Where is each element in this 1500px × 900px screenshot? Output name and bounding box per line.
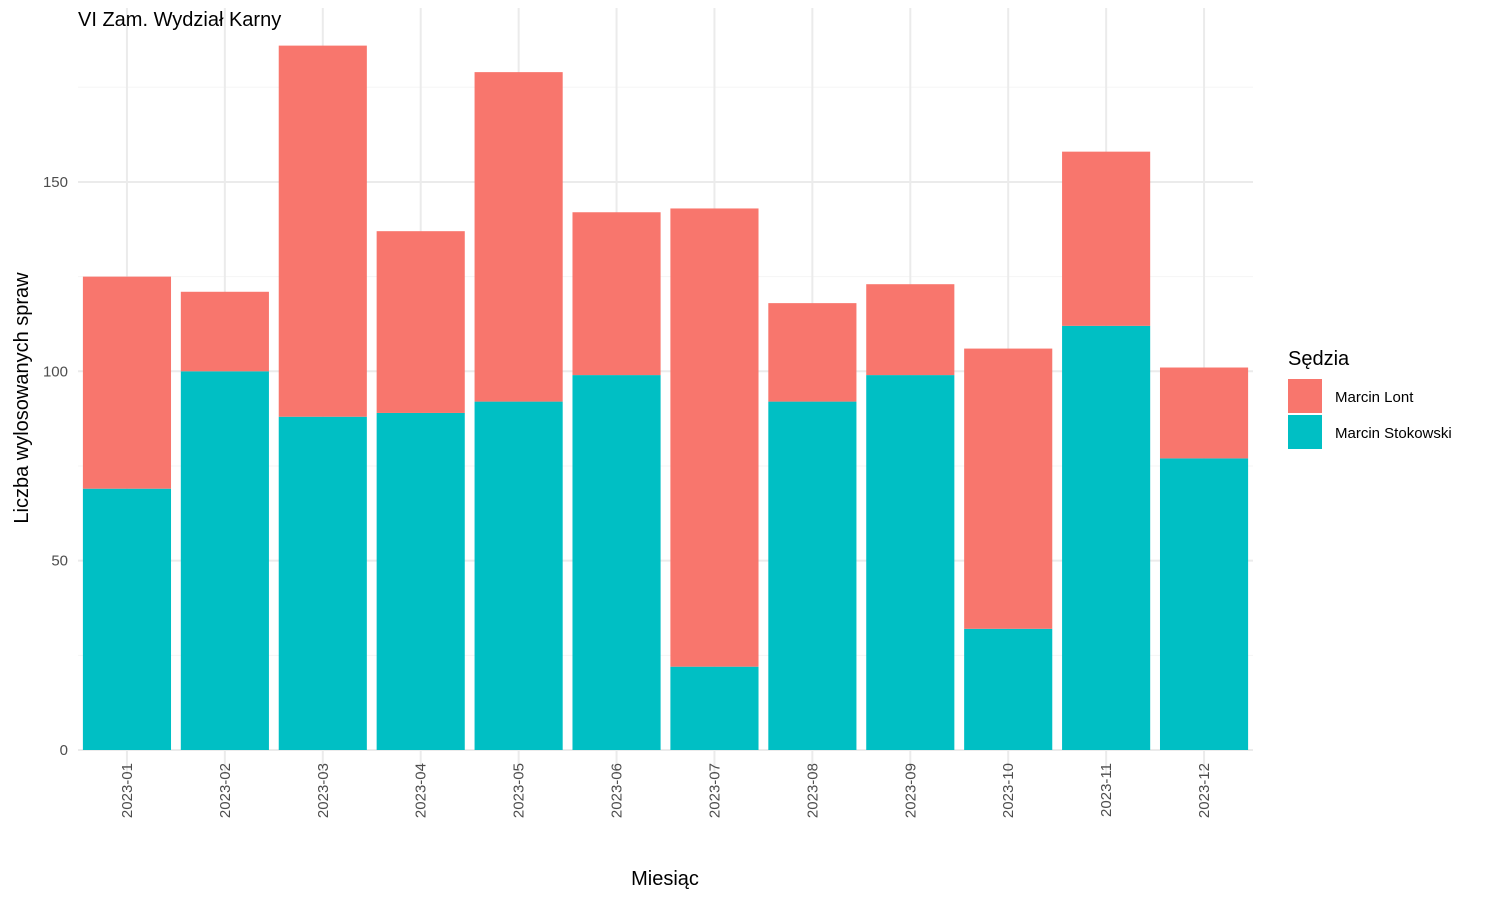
y-tick-label: 50 bbox=[51, 553, 68, 570]
bar-segment bbox=[964, 348, 1053, 629]
x-tick-label: 2023-12 bbox=[1196, 763, 1213, 818]
bar-segment bbox=[866, 375, 955, 750]
bar-segment bbox=[82, 276, 172, 489]
legend-label: Marcin Stokowski bbox=[1335, 425, 1452, 442]
legend-label: Marcin Lont bbox=[1335, 389, 1414, 406]
bar-segment bbox=[180, 291, 269, 372]
x-tick-label: 2023-10 bbox=[1000, 763, 1017, 818]
x-axis-ticks: 2023-01 2023-02 2023-03 2023-04 2023-05 2023-… bbox=[119, 763, 1213, 818]
bar-segment bbox=[1159, 367, 1249, 459]
bar-segment bbox=[768, 303, 857, 402]
bar-segment bbox=[278, 416, 367, 750]
x-tick-label: 2023-04 bbox=[413, 763, 430, 818]
y-tick-label: 0 bbox=[60, 742, 68, 759]
bar-segment bbox=[1062, 151, 1151, 326]
bar-segment bbox=[1159, 458, 1249, 750]
y-tick-label: 100 bbox=[43, 363, 68, 380]
x-tick-label: 2023-09 bbox=[902, 763, 919, 818]
bar-segment bbox=[670, 208, 759, 667]
x-tick-label: 2023-03 bbox=[315, 763, 332, 818]
bar-segment bbox=[474, 401, 563, 750]
x-tick-label: 2023-07 bbox=[706, 763, 723, 818]
legend-title: Sędzia bbox=[1288, 348, 1350, 370]
y-axis-ticks: 0 50 100 150 bbox=[43, 174, 68, 759]
bar-segment bbox=[376, 231, 465, 413]
bar-segment bbox=[180, 371, 269, 750]
x-axis-title: Miesiąc bbox=[631, 868, 699, 890]
legend: Sędzia Marcin Lont Marcin Stokowski bbox=[1288, 348, 1452, 449]
bar-segment bbox=[670, 666, 759, 750]
bar-segment bbox=[82, 488, 172, 750]
y-tick-label: 150 bbox=[43, 174, 68, 191]
bar-segment bbox=[866, 284, 955, 376]
x-tick-label: 2023-11 bbox=[1098, 763, 1115, 817]
x-tick-label: 2023-08 bbox=[804, 763, 821, 818]
legend-swatch bbox=[1288, 379, 1322, 413]
x-tick-label: 2023-05 bbox=[511, 763, 528, 818]
bar-segment bbox=[474, 72, 563, 402]
bar-segment bbox=[768, 401, 857, 750]
bar-segment bbox=[376, 412, 465, 750]
bar-segment bbox=[964, 628, 1053, 750]
y-axis-title: Liczba wylosowanych spraw bbox=[11, 272, 33, 524]
legend-swatch bbox=[1288, 415, 1322, 449]
x-tick-label: 2023-06 bbox=[609, 763, 626, 818]
chart-title: VI Zam. Wydział Karny bbox=[78, 9, 281, 31]
x-tick-label: 2023-01 bbox=[119, 763, 136, 818]
bars bbox=[82, 45, 1249, 750]
bar-segment bbox=[572, 212, 661, 376]
bar-segment bbox=[1062, 325, 1151, 750]
bar-segment bbox=[572, 375, 661, 750]
bar-segment bbox=[278, 45, 367, 417]
x-tick-label: 2023-02 bbox=[217, 763, 234, 818]
